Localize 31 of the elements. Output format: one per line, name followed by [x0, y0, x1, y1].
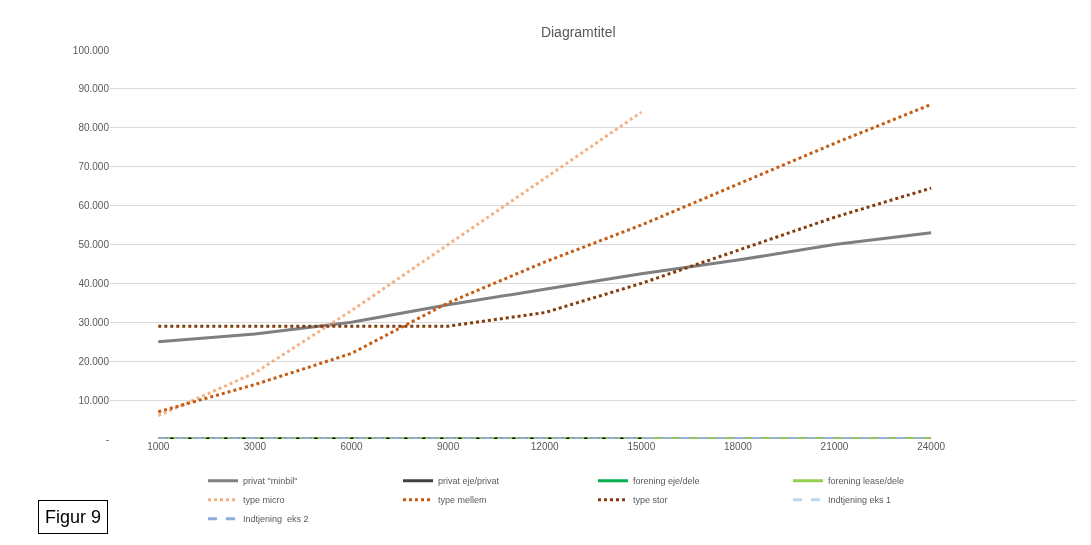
x-tick-label: 1000 [147, 441, 170, 452]
x-tick-label: 12000 [530, 441, 560, 452]
y-tick-label: 90.000 [78, 83, 110, 95]
x-tick-label: 18000 [723, 441, 753, 452]
y-tick-label: 70.000 [78, 161, 110, 173]
legend-label: forening eje/dele [633, 476, 700, 487]
x-tick-label: 3000 [243, 441, 267, 452]
x-tick-label: 6000 [340, 441, 364, 452]
x-tick-label: 9000 [436, 441, 460, 452]
legend-label: type stor [633, 495, 668, 506]
chart-title: Diagramtitel [540, 24, 616, 41]
y-tick-label: 20.000 [78, 355, 110, 367]
legend-label: privat "minbil" [243, 476, 298, 487]
x-tick-label: 15000 [627, 441, 656, 452]
legend-label: forening lease/dele [828, 476, 905, 487]
text: Figur 9 [45, 507, 102, 527]
y-tick-label: 80.000 [78, 122, 110, 134]
y-tick-label: 40.000 [78, 277, 110, 289]
legend-label: type micro [243, 495, 285, 506]
y-tick-label: 30.000 [78, 316, 110, 328]
legend-label: privat eje/privat [438, 476, 500, 487]
legend-label: Indtjening eks 2 [243, 514, 309, 525]
y-tick-label: - [105, 433, 109, 445]
y-tick-label: 60.000 [78, 200, 110, 212]
x-tick-label: 24000 [917, 441, 946, 452]
y-tick-label: 50.000 [78, 239, 110, 250]
x-tick-label: 21000 [820, 441, 849, 452]
legend-label: type mellem [438, 495, 487, 506]
y-tick-label: 100.000 [72, 44, 110, 56]
legend-label: Indtjening eks 1 [828, 495, 892, 506]
y-tick-label: 10.000 [78, 394, 110, 406]
